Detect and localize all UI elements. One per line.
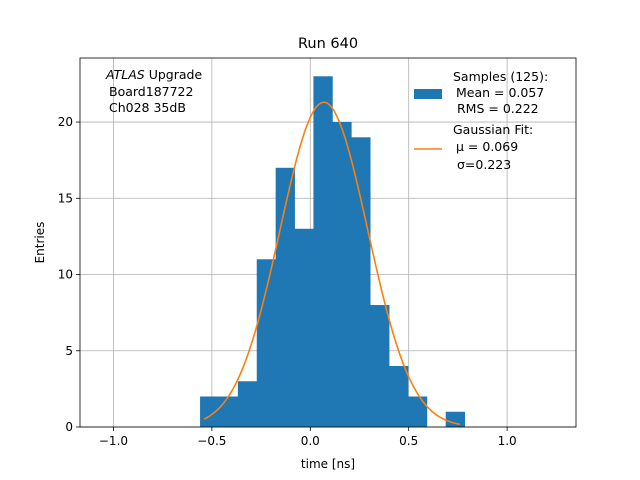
y-tick-label: 20 (58, 115, 73, 129)
y-tick-label: 15 (58, 191, 73, 205)
histogram-bar (237, 381, 258, 427)
y-tick-label: 5 (65, 344, 73, 358)
histogram-bar (294, 228, 314, 427)
histogram-bar (256, 259, 277, 427)
histogram-bar (351, 137, 371, 428)
plot-frame (79, 57, 577, 428)
legend-fit-sigma: σ=0.223 (457, 157, 511, 172)
info-line-atlas-upgrade: ATLAS Upgrade (105, 67, 202, 82)
info-line-board: Board187722 (109, 84, 193, 99)
legend-samples-patch (414, 89, 442, 99)
info-line-channel: Ch028 35dB (109, 100, 186, 115)
y-tick-label: 10 (58, 268, 73, 282)
gaussian-fit-curve (203, 101, 461, 426)
histogram-bar (445, 411, 465, 427)
x-tick-label: 0.0 (301, 434, 320, 448)
histogram-bar (332, 122, 352, 427)
fit-curve-layer (203, 101, 461, 426)
x-tick-label: 0.5 (399, 434, 418, 448)
x-axis-label: time [ns] (301, 457, 355, 471)
histogram-bar (370, 305, 390, 427)
histogram-bar (275, 167, 295, 427)
x-tick-label: −1.0 (99, 434, 128, 448)
legend-samples-rms: RMS = 0.222 (457, 101, 539, 116)
histogram-bar (218, 396, 239, 427)
x-tick-label: 1.0 (498, 434, 517, 448)
y-tick-label: 0 (65, 420, 73, 434)
histogram-bar (313, 76, 333, 428)
histogram-bar (407, 396, 428, 427)
histogram-bar (389, 366, 409, 427)
legend-samples-mean: Mean = 0.057 (456, 85, 544, 100)
legend-fit-label: Gaussian Fit: (453, 122, 533, 137)
legend: Samples (125): Mean = 0.057 RMS = 0.222 … (414, 69, 548, 172)
info-annotation: ATLAS Upgrade Board187722 Ch028 35dB (105, 67, 202, 115)
chart-title: Run 640 (298, 36, 358, 52)
info-atlas-rest: Upgrade (145, 67, 203, 82)
x-tick-label: −0.5 (197, 434, 226, 448)
axis-ticks: −1.0 −0.5 0.0 0.5 1.0 0 5 10 15 20 (58, 115, 517, 448)
y-axis-label: Entries (33, 222, 47, 264)
info-atlas-italic: ATLAS (105, 67, 145, 82)
legend-fit-mu: μ = 0.069 (456, 139, 518, 154)
legend-samples-label: Samples (125): (453, 69, 548, 84)
